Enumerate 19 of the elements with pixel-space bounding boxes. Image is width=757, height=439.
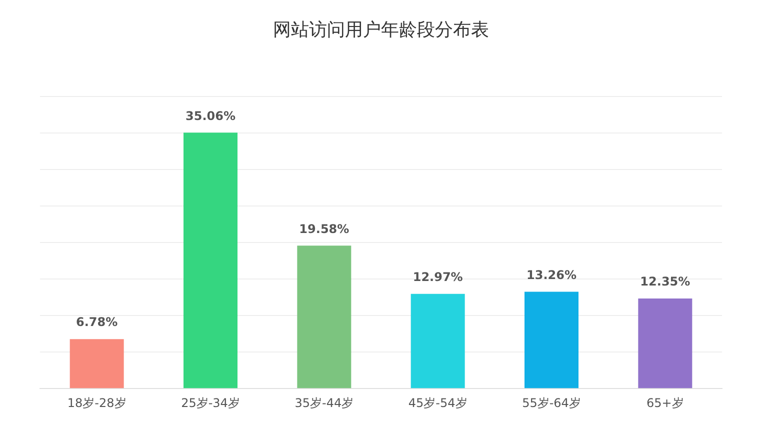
chart-title: 网站访问用户年龄段分布表 (273, 19, 489, 40)
data-label: 35.06% (186, 108, 236, 123)
x-tick-label: 18岁-28岁 (67, 396, 126, 410)
bar (638, 298, 692, 388)
data-label: 13.26% (526, 268, 576, 282)
bar (524, 292, 578, 388)
data-label: 12.35% (640, 274, 690, 289)
bar (70, 339, 124, 388)
data-label: 6.78% (76, 315, 118, 330)
bar (410, 294, 465, 388)
x-tick-label: 45岁-54岁 (408, 396, 468, 410)
x-tick-label: 25岁-34岁 (181, 396, 240, 410)
bar (297, 246, 352, 388)
data-label: 12.97% (412, 270, 463, 284)
x-tick-label: 55岁-64岁 (522, 396, 581, 410)
x-tick-label: 35岁-44岁 (294, 396, 354, 410)
x-tick-label: 65+岁 (646, 396, 684, 410)
bar (184, 132, 238, 388)
data-label: 19.58% (299, 222, 350, 236)
